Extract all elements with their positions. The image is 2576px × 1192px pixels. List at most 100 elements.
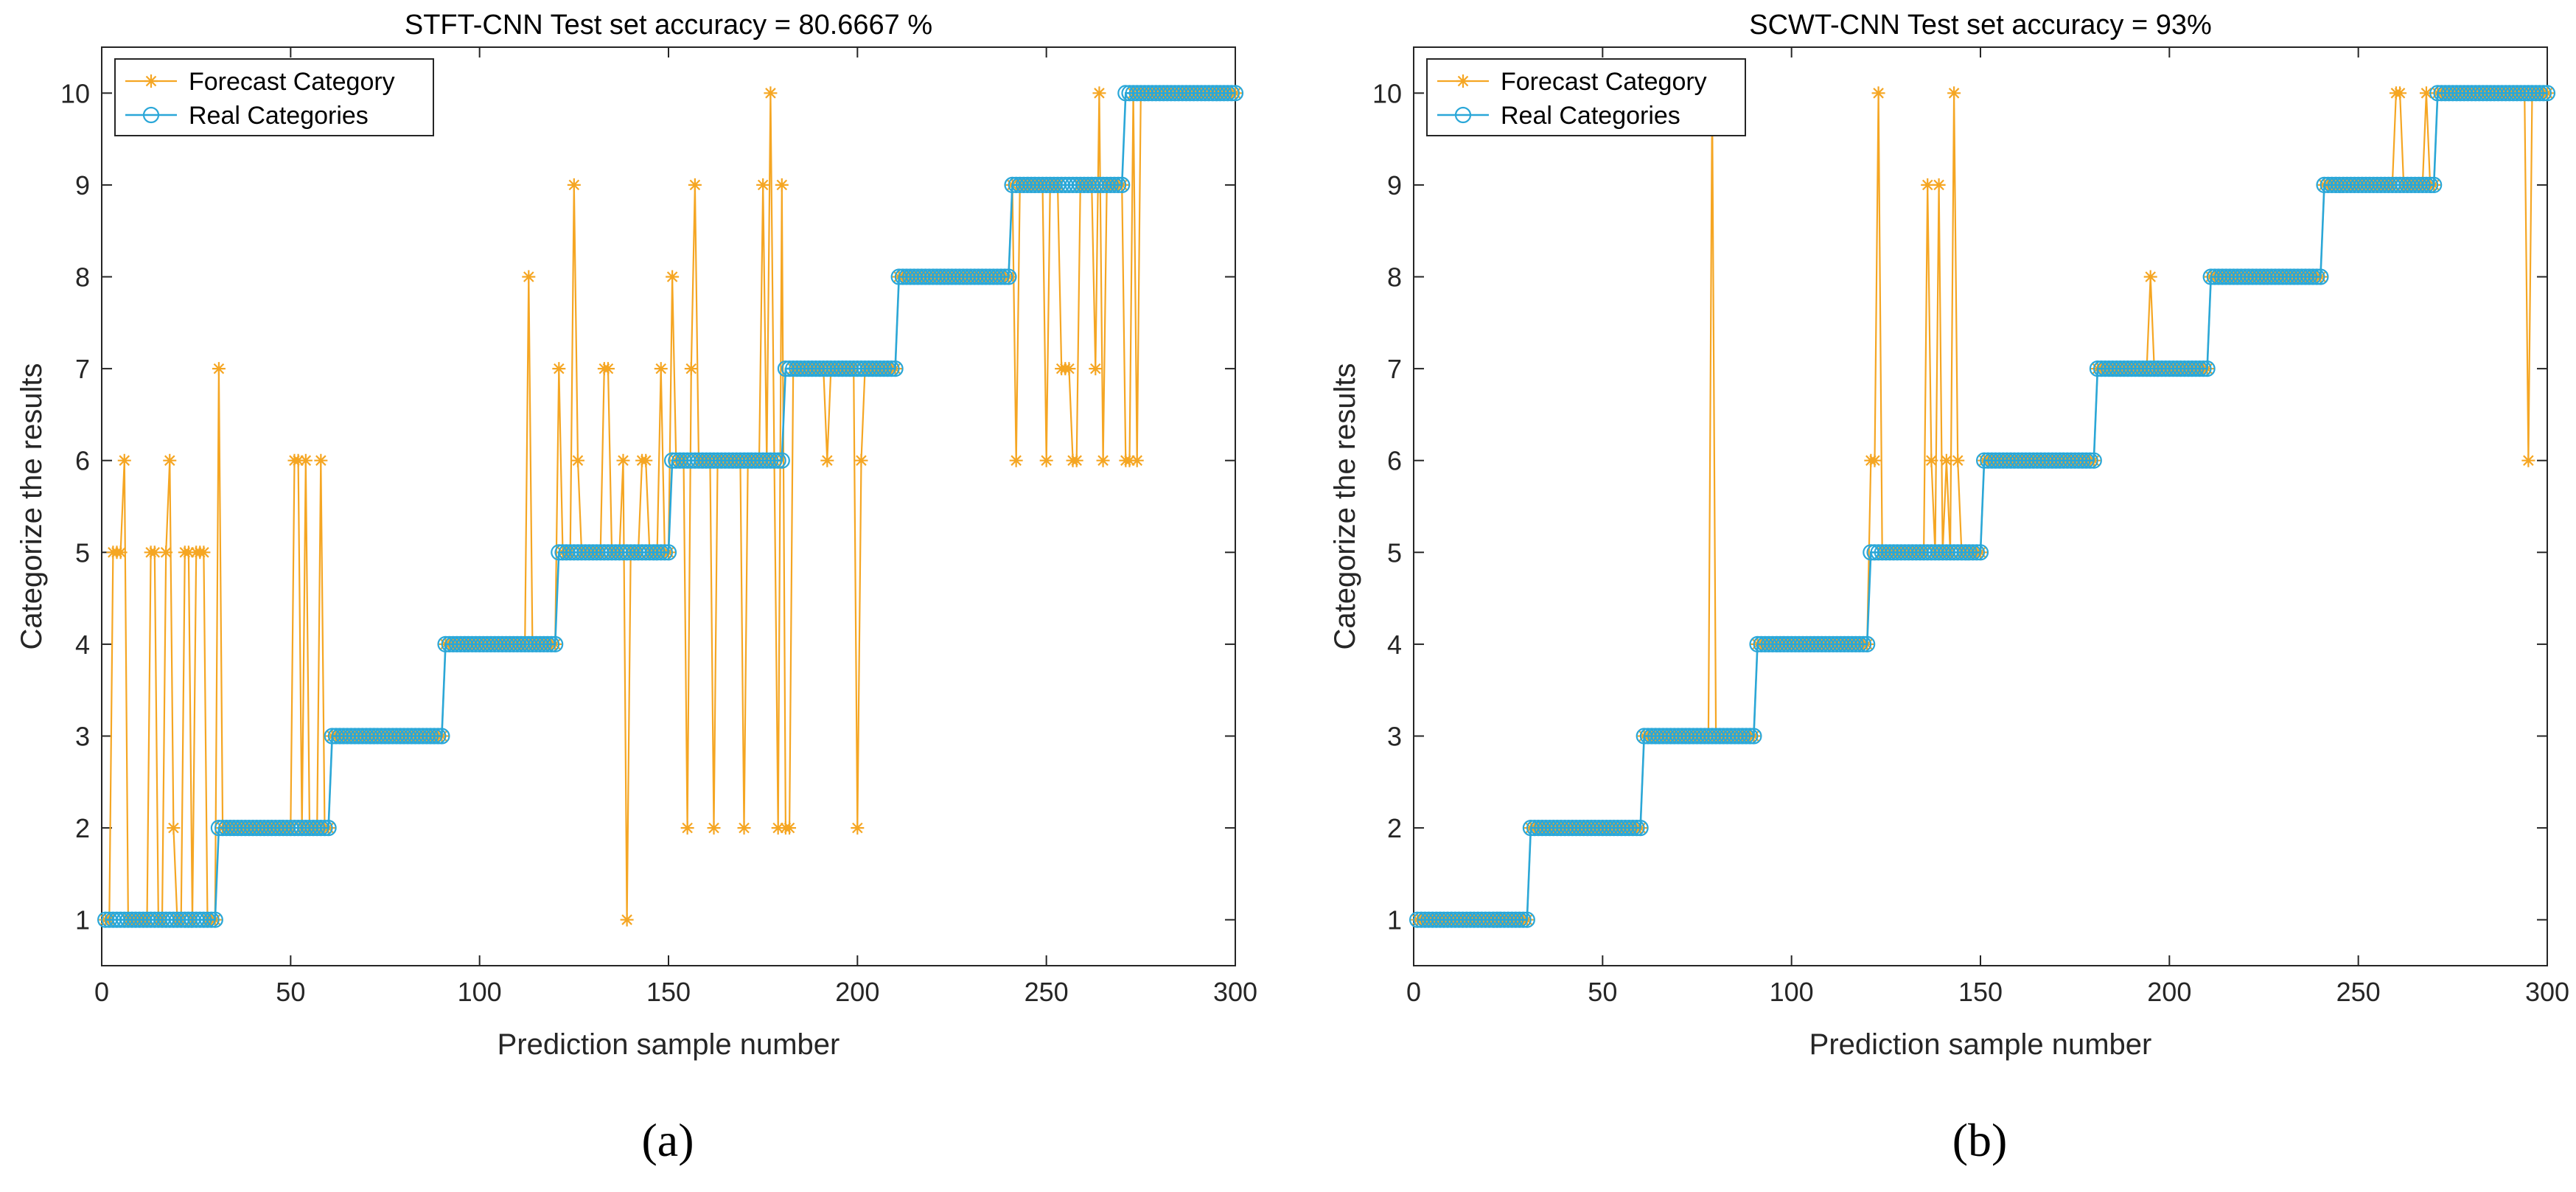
panel-caption: (a) <box>641 1114 694 1166</box>
forecast-point <box>851 821 865 835</box>
forecast-series-line <box>105 92 1235 921</box>
real-point <box>1851 635 1868 653</box>
real-point <box>2426 176 2443 193</box>
forecast-point <box>291 453 305 467</box>
real-point <box>2081 452 2098 469</box>
real-point <box>2305 268 2322 285</box>
y-tick-label: 4 <box>75 630 90 660</box>
real-point <box>539 635 556 653</box>
y-tick-label: 9 <box>75 170 90 201</box>
forecast-point <box>181 546 195 560</box>
forecast-point <box>1089 362 1103 376</box>
forecast-point <box>1130 453 1144 467</box>
real-point <box>313 819 329 837</box>
real-point <box>1847 635 1864 653</box>
forecast-point <box>771 821 785 835</box>
y-tick-label: 6 <box>75 446 90 476</box>
real-point <box>652 544 669 561</box>
real-point <box>1215 85 1232 102</box>
real-point <box>2300 268 2318 285</box>
real-point <box>879 360 896 377</box>
forecast-point <box>820 453 834 467</box>
forecast-point <box>1096 453 1110 467</box>
real-point <box>1859 635 1876 653</box>
real-point <box>769 452 786 469</box>
x-tick-label: 300 <box>2525 977 2569 1007</box>
forecast-point <box>163 453 177 467</box>
real-point <box>316 819 333 837</box>
forecast-point <box>2419 86 2433 100</box>
x-tick-label: 100 <box>1770 977 1814 1007</box>
real-point <box>876 360 893 377</box>
real-point <box>988 268 1006 285</box>
forecast-point <box>684 362 698 376</box>
real-point <box>1742 728 1759 745</box>
real-point <box>1102 176 1119 193</box>
real-point <box>542 635 560 653</box>
real-point <box>2074 452 2091 469</box>
real-point <box>1972 544 1989 561</box>
real-point <box>1109 176 1127 193</box>
forecast-point <box>756 178 770 192</box>
real-point <box>762 452 779 469</box>
real-point <box>206 911 223 928</box>
x-tick-label: 300 <box>1213 977 1257 1007</box>
forecast-point <box>114 546 128 560</box>
y-tick-label: 3 <box>75 722 90 752</box>
y-tick-label: 9 <box>1387 170 1402 201</box>
real-point <box>2312 268 2329 285</box>
chart-title: SCWT-CNN Test set accuracy = 93% <box>1749 10 2212 41</box>
x-tick-label: 100 <box>458 977 502 1007</box>
y-tick-label: 1 <box>1387 905 1402 935</box>
forecast-point <box>1868 453 1882 467</box>
real-point <box>1632 819 1649 837</box>
legend: Forecast Category Real Categories <box>114 58 434 136</box>
forecast-point <box>167 821 181 835</box>
legend-box <box>114 58 434 136</box>
forecast-point <box>1951 453 1965 467</box>
y-axis-label: Categorize the results <box>1329 363 1361 649</box>
real-point <box>883 360 900 377</box>
forecast-point <box>1039 453 1053 467</box>
real-point <box>1515 911 1532 928</box>
real-point <box>773 452 790 469</box>
x-axis-label: Prediction sample number <box>498 1028 840 1061</box>
forecast-point <box>1123 453 1137 467</box>
forecast-point <box>620 913 634 927</box>
forecast-point <box>764 86 778 100</box>
real-point <box>1968 544 1985 561</box>
real-point <box>766 452 783 469</box>
forecast-point <box>639 453 653 467</box>
y-tick-label: 8 <box>1387 262 1402 293</box>
forecast-point <box>159 546 173 560</box>
forecast-point <box>567 178 581 192</box>
real-point <box>195 911 212 928</box>
real-markers <box>1409 85 2556 928</box>
x-tick-label: 0 <box>1406 977 1421 1007</box>
real-point <box>2308 268 2325 285</box>
forecast-point <box>666 270 680 284</box>
forecast-point <box>1069 453 1083 467</box>
x-tick-label: 250 <box>2336 977 2381 1007</box>
real-point <box>1628 819 1645 837</box>
legend-forecast-marker <box>144 74 158 88</box>
forecast-point <box>1924 453 1938 467</box>
legend-label-forecast: Forecast Category <box>189 68 395 96</box>
real-point <box>1106 176 1123 193</box>
y-tick-label: 10 <box>1372 78 1402 108</box>
real-point <box>203 911 220 928</box>
forecast-point <box>1871 86 1885 100</box>
forecast-point <box>197 546 211 560</box>
legend-real-marker <box>142 106 160 124</box>
legend-forecast-marker <box>1456 74 1470 88</box>
real-point <box>1226 85 1244 102</box>
real-point <box>1223 85 1240 102</box>
real-point <box>996 268 1013 285</box>
real-point <box>422 728 439 745</box>
x-tick-label: 200 <box>835 977 879 1007</box>
forecast-point <box>1009 453 1023 467</box>
real-point <box>1219 85 1236 102</box>
real-point <box>433 728 450 745</box>
x-axis-label: Prediction sample number <box>1809 1028 2152 1061</box>
